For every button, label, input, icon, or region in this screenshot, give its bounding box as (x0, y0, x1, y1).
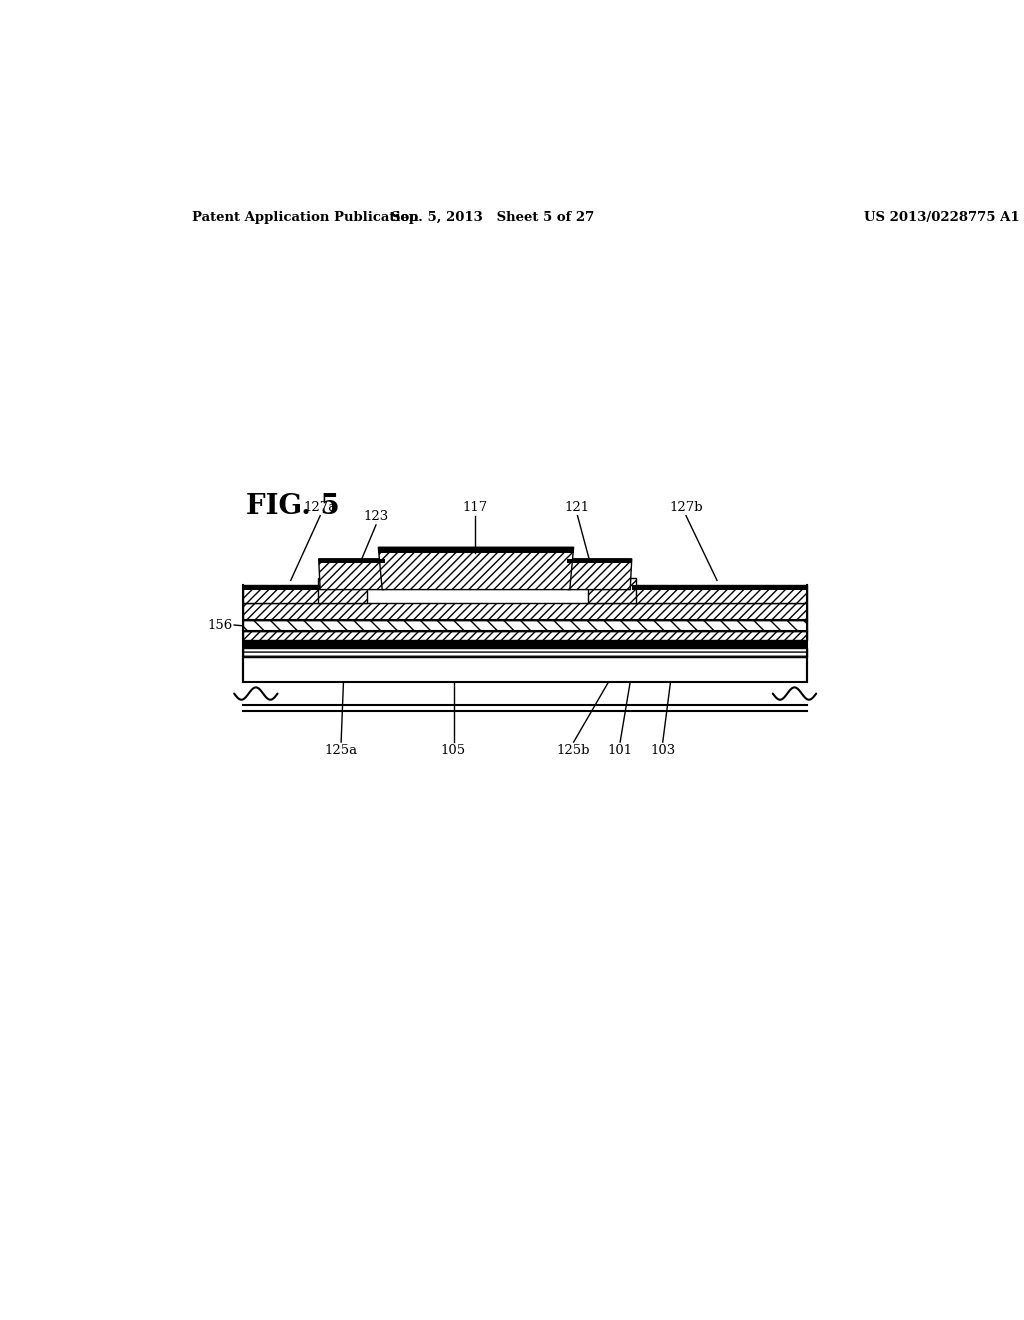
Bar (243, 585, 321, 590)
Text: FIG. 5: FIG. 5 (246, 494, 340, 520)
Text: 127a: 127a (303, 502, 337, 515)
Bar (243, 620, 807, 631)
Text: Sep. 5, 2013   Sheet 5 of 27: Sep. 5, 2013 Sheet 5 of 27 (390, 211, 594, 224)
Text: 121: 121 (565, 502, 590, 515)
Bar (243, 640, 807, 648)
Text: 101: 101 (607, 743, 633, 756)
Bar (589, 578, 636, 603)
Bar (317, 578, 367, 603)
Text: 123: 123 (364, 511, 389, 524)
Bar (632, 585, 807, 590)
Bar (632, 585, 807, 603)
Text: 156: 156 (208, 619, 232, 631)
Text: 105: 105 (441, 743, 466, 756)
Polygon shape (378, 548, 573, 590)
Text: Patent Application Publication: Patent Application Publication (193, 211, 419, 224)
Polygon shape (318, 558, 385, 590)
Bar (243, 603, 807, 620)
Bar (243, 648, 807, 657)
Polygon shape (566, 558, 632, 590)
Text: 125b: 125b (557, 743, 591, 756)
Bar (243, 585, 321, 603)
Bar (378, 548, 573, 553)
Bar (243, 631, 807, 640)
Text: 103: 103 (650, 743, 676, 756)
Text: US 2013/0228775 A1: US 2013/0228775 A1 (864, 211, 1020, 224)
Bar (318, 558, 385, 564)
Text: 127b: 127b (670, 502, 702, 515)
Bar (566, 558, 632, 564)
Text: 125a: 125a (325, 743, 357, 756)
Bar (243, 657, 807, 682)
Text: 117: 117 (463, 502, 487, 515)
